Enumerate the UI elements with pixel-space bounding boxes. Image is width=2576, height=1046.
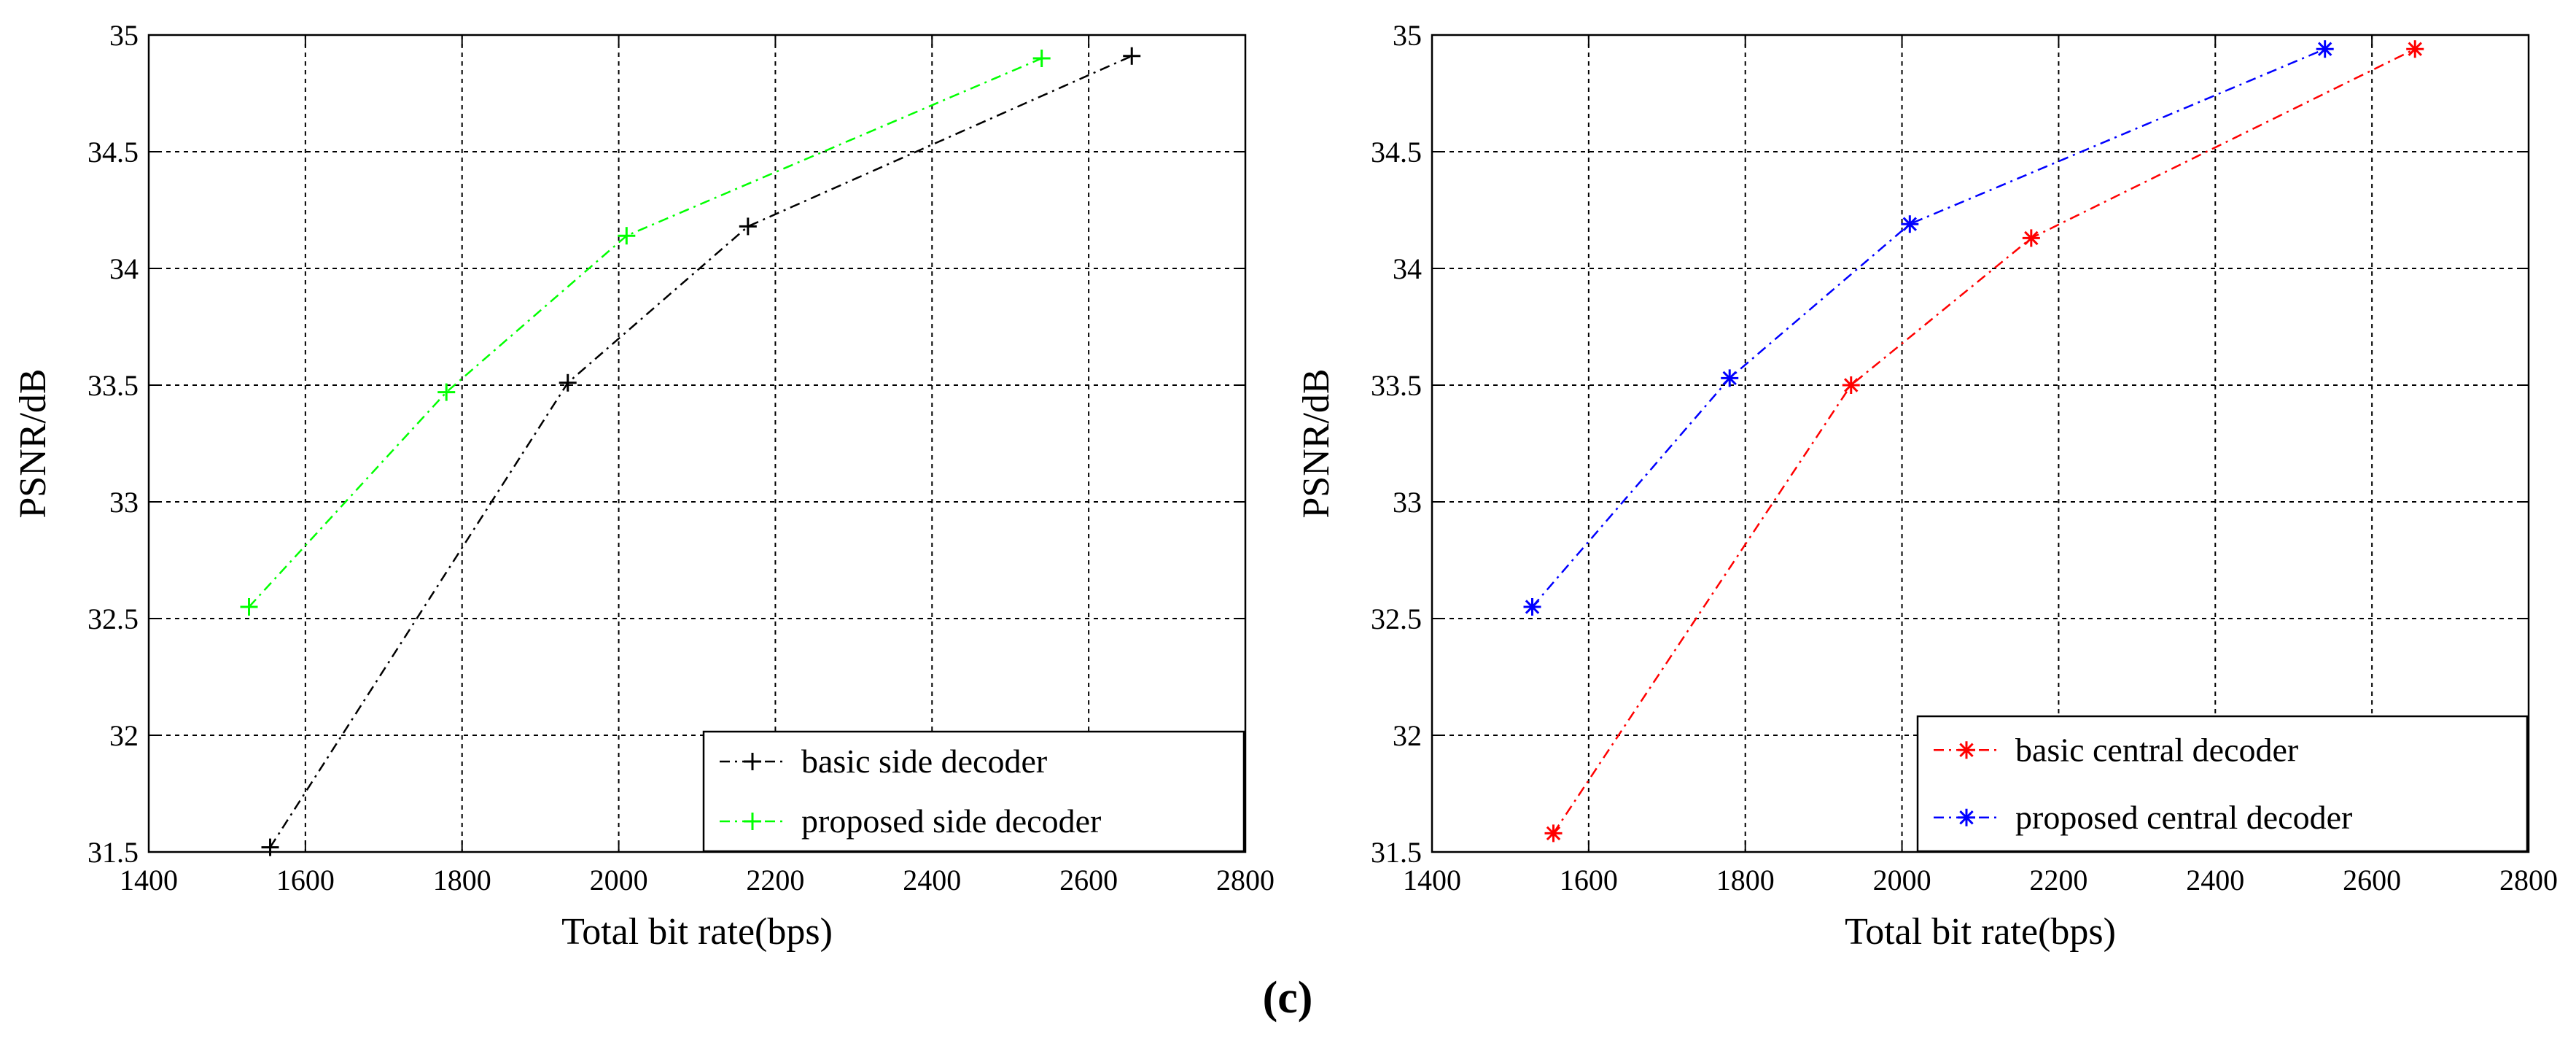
y-tick-label: 32.5 — [87, 603, 139, 635]
legend-label: proposed side decoder — [801, 802, 1101, 840]
chart-right: 1400 1600 1800 2000 2200 2400 2600 2800 31.5 32 32… — [1296, 19, 2558, 953]
y-tick-label: 31.5 — [1371, 836, 1422, 869]
y-tick-label: 35 — [109, 19, 139, 52]
data-point-d — [1722, 371, 1737, 386]
legend-label: basic side decoder — [801, 743, 1047, 780]
y-tick-label: 33.5 — [1371, 369, 1422, 402]
y-tick-label: 34.5 — [1371, 136, 1422, 168]
figure-caption: (c) — [1263, 973, 1313, 1023]
y-tick-label: 32.5 — [1371, 603, 1422, 635]
series-line — [269, 55, 1132, 848]
x-tick-label: 1400 — [1403, 864, 1461, 896]
legend-label: basic central decoder — [2015, 731, 2298, 768]
y-tick-label: 33.5 — [87, 369, 139, 402]
x-tick-label: 1400 — [120, 864, 178, 896]
series-proposed-central-decoder — [1523, 40, 2334, 616]
x-axis-label: Total bit rate(bps) — [1845, 911, 2116, 953]
x-tick-label: 2200 — [2029, 864, 2087, 896]
y-tick-label: 32 — [1393, 719, 1422, 752]
chart-left: 1400 1600 1800 2000 2200 2400 2600 2800 31.5 32 32… — [12, 19, 1275, 953]
x-tick-label: 2800 — [1216, 864, 1275, 896]
plot-area — [149, 35, 1245, 852]
series-line — [1531, 48, 2326, 608]
y-tick-label: 32 — [109, 719, 139, 752]
y-axis-label: PSNR/dB — [12, 368, 54, 518]
series-proposed-side-decoder — [240, 50, 1051, 616]
y-tick-label: 33 — [109, 486, 139, 519]
series-basic-central-decoder — [1544, 40, 2424, 842]
data-point-d — [1844, 378, 1859, 392]
y-axis-label: PSNR/dB — [1296, 368, 1337, 518]
x-tick-label: 2600 — [2343, 864, 2401, 896]
y-tick-label: 34 — [1393, 252, 1422, 285]
legend: basic central decoder proposed central de… — [1916, 715, 2529, 853]
x-tick-label: 2000 — [1873, 864, 1931, 896]
legend-marker-d — [1959, 810, 1974, 825]
y-tick-label: 34 — [109, 252, 139, 285]
legend-label: proposed central decoder — [2015, 799, 2352, 836]
x-tick-label: 2600 — [1059, 864, 1118, 896]
x-tick-label: 1800 — [433, 864, 491, 896]
data-point-d — [1902, 217, 1918, 231]
x-tick-label: 2800 — [2499, 864, 2558, 896]
y-tick-label: 35 — [1393, 19, 1422, 52]
series-basic-side-decoder — [261, 47, 1141, 856]
x-axis-label: Total bit rate(bps) — [561, 911, 833, 953]
legend-box — [702, 730, 1245, 853]
data-point-d — [1525, 600, 1540, 614]
axes-frame — [147, 34, 1247, 853]
x-tick-label: 1800 — [1716, 864, 1775, 896]
y-tick-label: 33 — [1393, 486, 1422, 519]
data-point-d — [2024, 230, 2039, 246]
x-tick-label: 2400 — [903, 864, 961, 896]
series-line — [248, 57, 1043, 608]
x-tick-label: 1600 — [276, 864, 335, 896]
data-point-d — [2408, 42, 2422, 56]
x-tick-label: 2000 — [590, 864, 648, 896]
y-tick-label: 31.5 — [87, 836, 139, 869]
legend-marker-d — [1959, 743, 1974, 757]
legend: basic side decoder proposed side decoder — [702, 730, 1245, 853]
x-tick-label: 2200 — [746, 864, 804, 896]
x-tick-label: 1600 — [1560, 864, 1618, 896]
x-tick-label: 2400 — [2186, 864, 2244, 896]
data-point-d — [2317, 42, 2332, 56]
legend-box — [1916, 715, 2529, 853]
y-tick-label: 34.5 — [87, 136, 139, 168]
data-point-d — [1546, 826, 1561, 841]
